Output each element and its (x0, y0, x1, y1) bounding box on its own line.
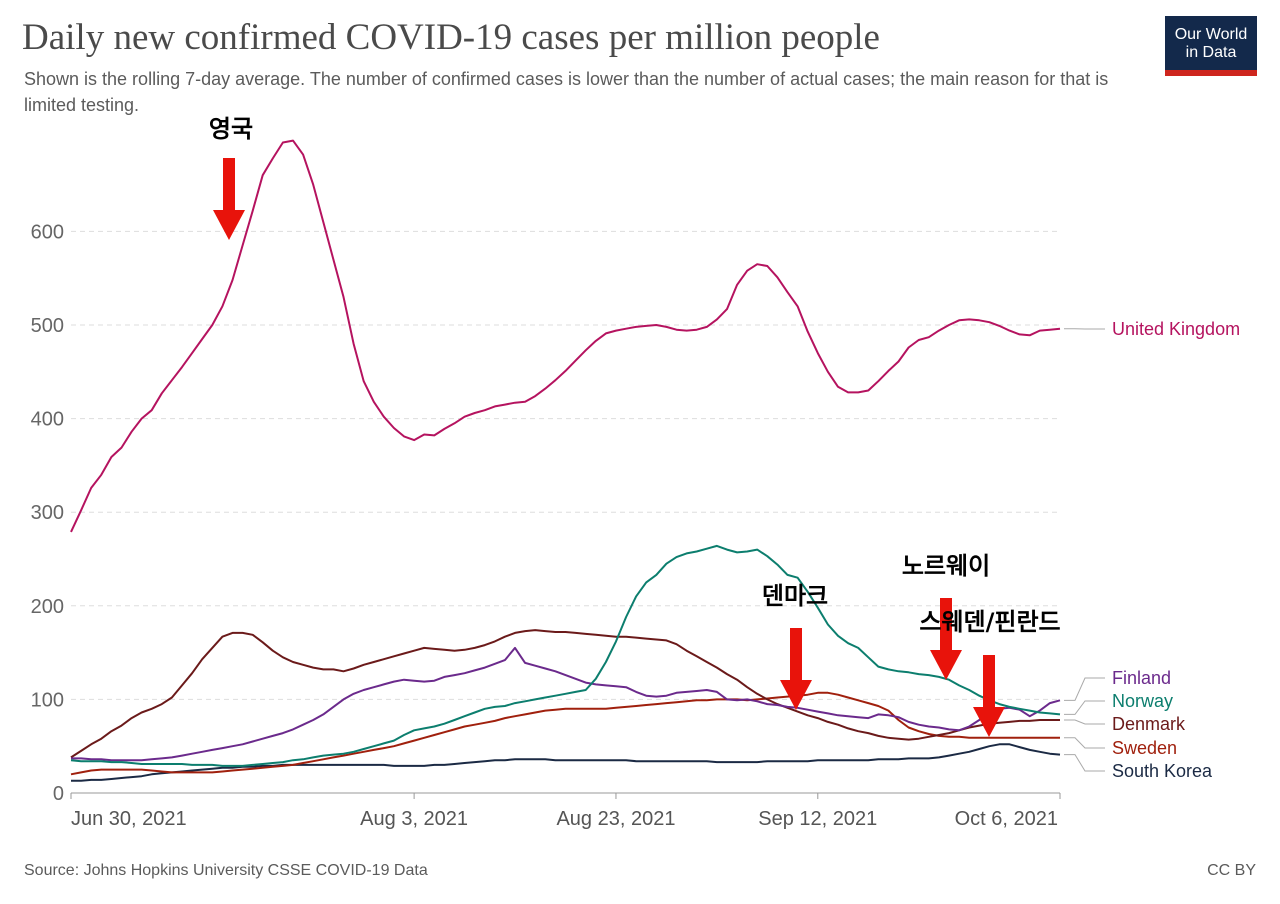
series-label-south-korea: South Korea (1112, 761, 1213, 781)
y-tick-label-500: 500 (31, 315, 64, 337)
chart-subtitle: Shown is the rolling 7-day average. The … (24, 69, 1109, 115)
y-tick-label-100: 100 (31, 689, 64, 711)
annotation-text-3: 스웨덴/핀란드 (919, 608, 1060, 636)
series-line-south-korea (71, 743, 1061, 782)
leader-line-finland (1064, 677, 1105, 701)
annotation-arrow-head-1 (780, 680, 812, 710)
annotation-arrow-head-2 (930, 650, 962, 680)
series-label-finland: Finland (1112, 668, 1171, 688)
series-line-united-kingdom (70, 139, 1061, 533)
series-line-norway (70, 544, 1061, 767)
annotation-arrow-head-0 (213, 210, 245, 240)
logo-accent-bar (1165, 70, 1257, 76)
logo-line-2: in Data (1185, 44, 1237, 61)
series-label-norway: Norway (1112, 691, 1173, 711)
y-tick-label-300: 300 (31, 502, 64, 524)
series-line-denmark (70, 629, 1060, 759)
x-tick-label-2: Aug 23, 2021 (556, 808, 675, 830)
series-label-sweden: Sweden (1112, 738, 1177, 758)
x-tick-label-0: Jun 30, 2021 (71, 808, 187, 830)
series-label-united-kingdom: United Kingdom (1112, 319, 1240, 339)
series-label-denmark: Denmark (1112, 714, 1186, 734)
y-gridlines (71, 230, 1060, 700)
leader-line-sweden (1064, 737, 1105, 749)
x-tick-label-1: Aug 3, 2021 (360, 808, 468, 830)
y-tick-label-600: 600 (31, 221, 64, 243)
annotation-arrow-shaft-2 (940, 598, 952, 650)
series-labels: United Kingdom Norway Denmark Sweden Finland… (1064, 319, 1240, 781)
annotation-text-0: 영국 (209, 115, 253, 143)
license-link[interactable]: CC BY (1207, 862, 1256, 879)
annotation-arrow-shaft-1 (790, 628, 802, 680)
x-tick-label-3: Sep 12, 2021 (758, 808, 877, 830)
annotation-text-2: 노르웨이 (902, 552, 990, 580)
source-note[interactable]: Source: Johns Hopkins University CSSE CO… (24, 862, 428, 879)
y-axis-ticks: 0 100 200 300 400 500 600 (31, 221, 64, 805)
leader-line-south-korea (1064, 754, 1105, 772)
annotation-text-1: 덴마크 (762, 582, 828, 610)
series-lines (70, 139, 1061, 782)
owid-logo[interactable]: Our World in Data (1165, 16, 1257, 76)
series-line-finland (71, 646, 1061, 762)
annotation-arrow-shaft-0 (223, 158, 235, 210)
leader-line-norway (1064, 700, 1105, 715)
series-line-sweden (70, 691, 1060, 776)
x-axis: Jun 30, 2021 Aug 3, 2021 Aug 23, 2021 Sep 1… (70, 792, 1061, 830)
y-tick-label-0: 0 (53, 783, 64, 805)
annotation-arrow-shaft-3 (983, 655, 995, 707)
chart-title: Daily new confirmed COVID-19 cases per m… (22, 17, 880, 58)
y-tick-label-400: 400 (31, 409, 64, 431)
leader-line-denmark (1064, 719, 1105, 725)
annotation-arrow-head-3 (973, 707, 1005, 737)
logo-line-1: Our World (1174, 26, 1248, 43)
y-tick-label-200: 200 (31, 596, 64, 618)
x-tick-label-4: Oct 6, 2021 (955, 808, 1058, 830)
